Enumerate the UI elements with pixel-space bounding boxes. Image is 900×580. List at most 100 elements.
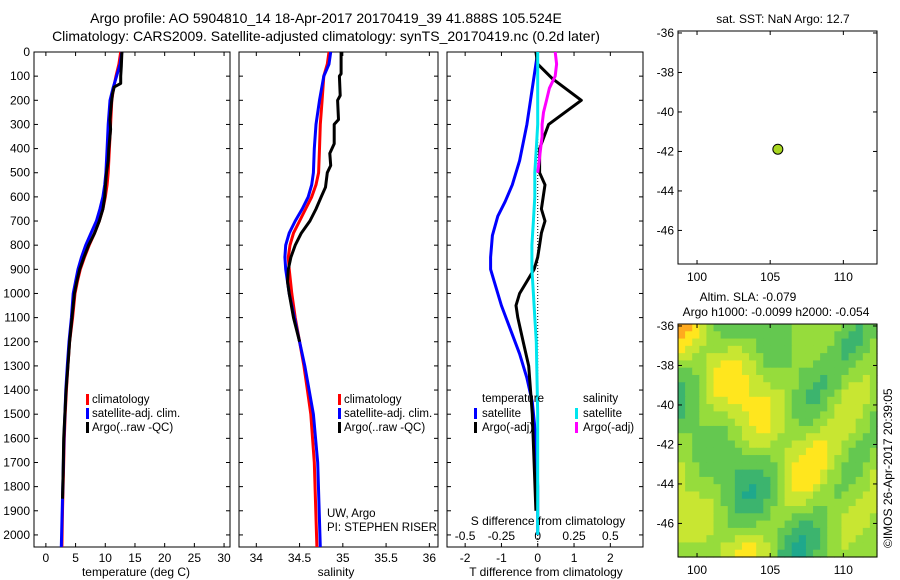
heatmap-cell xyxy=(727,324,736,332)
heatmap-cell xyxy=(756,353,764,362)
heatmap-cell xyxy=(692,396,700,405)
heatmap-cell xyxy=(848,462,857,471)
heatmap-cell xyxy=(720,455,729,463)
heatmap-cell xyxy=(791,535,800,544)
heatmap-cell xyxy=(869,506,878,514)
x-tick-label: 34 xyxy=(250,551,264,565)
heatmap-cell xyxy=(713,374,722,383)
heatmap-cell xyxy=(734,549,743,558)
heatmap-cell xyxy=(848,484,857,493)
heatmap-cell xyxy=(791,418,800,427)
heatmap-cell xyxy=(784,476,793,485)
heatmap-cell xyxy=(749,469,757,478)
heatmap-cell xyxy=(678,425,686,434)
heatmap-cell xyxy=(741,542,750,551)
heatmap-cell xyxy=(777,455,786,463)
heatmap-cell xyxy=(834,382,843,391)
heatmap-cell xyxy=(692,331,700,340)
y-tick-label: -46 xyxy=(657,516,675,530)
heatmap-cell xyxy=(727,360,736,369)
heatmap-cell xyxy=(741,425,750,434)
heatmap-cell xyxy=(820,367,828,376)
y-tick-label: 1100 xyxy=(4,311,30,325)
heatmap-cell xyxy=(692,455,700,463)
heatmap-cell xyxy=(827,455,835,463)
heatmap-cell xyxy=(692,469,700,478)
heatmap-cell xyxy=(827,535,835,544)
heatmap-cell xyxy=(685,404,693,412)
heatmap-cell xyxy=(749,418,757,427)
heatmap-cell xyxy=(848,527,857,536)
heatmap-cell xyxy=(862,331,871,340)
heatmap-cell xyxy=(827,469,835,478)
heatmap-cell xyxy=(678,382,686,391)
heatmap-cell xyxy=(763,491,771,500)
heatmap-cell xyxy=(813,506,821,514)
heatmap-cell xyxy=(784,324,793,332)
heatmap-cell xyxy=(798,542,807,551)
salinity-legend: climatology satellite-adj. clim. Argo(..… xyxy=(338,394,432,434)
heatmap-cell xyxy=(756,447,764,456)
heatmap-cell xyxy=(763,331,771,340)
heatmap-cell xyxy=(827,447,835,456)
heatmap-cell xyxy=(777,520,786,529)
heatmap-cell xyxy=(820,513,828,522)
heatmap-cell xyxy=(749,447,757,456)
heatmap-cell xyxy=(720,491,729,500)
heatmap-cell xyxy=(820,345,828,354)
salinity-xlabel: salinity xyxy=(318,565,355,579)
heatmap-cell xyxy=(777,389,786,398)
heatmap-cell xyxy=(685,367,693,376)
heatmap-cell xyxy=(862,411,871,420)
heatmap-cell xyxy=(827,549,835,558)
heatmap-cell xyxy=(741,491,750,500)
heatmap-cell xyxy=(841,469,850,478)
heatmap-cell xyxy=(678,484,686,493)
heatmap-cell xyxy=(855,425,864,434)
heatmap-cell xyxy=(777,374,786,383)
heatmap-cell xyxy=(813,462,821,471)
heatmap-cell xyxy=(813,324,821,332)
heatmap-cell xyxy=(777,404,786,412)
heatmap-cell xyxy=(741,469,750,478)
heatmap-cell xyxy=(820,484,828,493)
heatmap-cell xyxy=(699,353,708,362)
heatmap-cell xyxy=(727,382,736,391)
heatmap-cell xyxy=(777,418,786,427)
legend-swatch-climatology xyxy=(338,394,341,405)
heatmap-cell xyxy=(741,535,750,544)
heatmap-cell xyxy=(862,469,871,478)
heatmap-cell xyxy=(813,345,821,354)
heatmap-cell xyxy=(720,513,729,522)
heatmap-cell xyxy=(805,535,814,544)
heatmap-cell xyxy=(706,498,715,507)
heatmap-cell xyxy=(805,476,814,485)
heatmap-cell xyxy=(841,374,850,383)
heatmap-cell xyxy=(756,491,764,500)
heatmap-cell xyxy=(813,396,821,405)
heatmap-cell xyxy=(834,425,843,434)
heatmap-cell xyxy=(699,535,708,544)
heatmap-cell xyxy=(713,396,722,405)
heatmap-cell xyxy=(699,513,708,522)
heatmap-cell xyxy=(820,542,828,551)
heatmap-cell xyxy=(770,338,779,347)
heatmap-cell xyxy=(741,353,750,362)
heatmap-cell xyxy=(685,331,693,340)
heatmap-cell xyxy=(741,374,750,383)
heatmap-cell xyxy=(805,433,814,442)
x-tick-label: 2 xyxy=(607,551,614,565)
heatmap-cell xyxy=(805,549,814,558)
heatmap-cell xyxy=(734,396,743,405)
heatmap-cell xyxy=(756,389,764,398)
heatmap-cell xyxy=(713,404,722,412)
heatmap-cell xyxy=(798,396,807,405)
heatmap-cell xyxy=(855,374,864,383)
heatmap-cell xyxy=(713,389,722,398)
heatmap-cell xyxy=(862,527,871,536)
heatmap-cell xyxy=(685,506,693,514)
heatmap-cell xyxy=(848,353,857,362)
heatmap-cell xyxy=(862,520,871,529)
heatmap-cell xyxy=(692,513,700,522)
